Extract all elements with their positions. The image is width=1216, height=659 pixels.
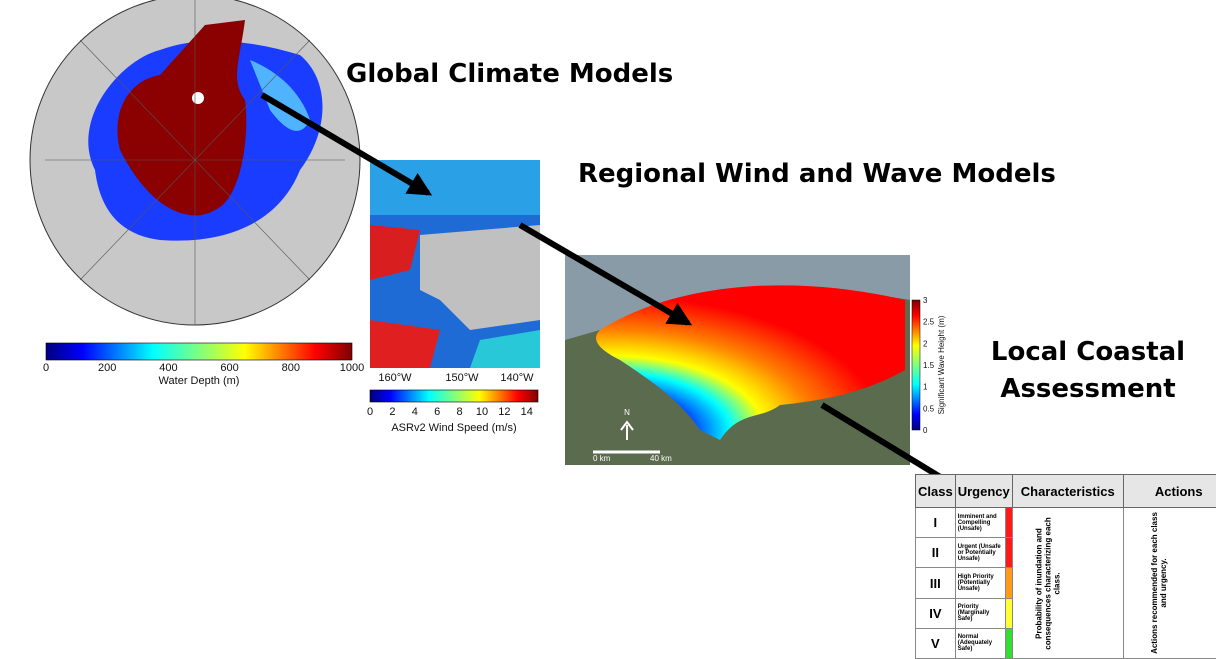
colorbar-tick-label: 400 bbox=[159, 362, 177, 374]
class-cell: II bbox=[915, 537, 956, 569]
urgency-swatch bbox=[1004, 537, 1013, 569]
colorbar-tick-label: 0 bbox=[43, 362, 49, 374]
characteristics-text: Probability of inundation and consequenc… bbox=[1034, 516, 1062, 650]
colorbar-tick-label: 14 bbox=[521, 406, 533, 418]
heading: Assessment bbox=[1000, 374, 1175, 404]
class-cell: V bbox=[915, 627, 956, 659]
characteristics-cell: Probability of inundation and consequenc… bbox=[1011, 507, 1124, 659]
colorbar-tick-label: 1 bbox=[923, 383, 928, 392]
urgency-cell: High Priority (Potentially Unsafe) bbox=[954, 567, 1006, 599]
table-row: V Normal (Adequately Safe) bbox=[915, 627, 1216, 659]
heading: Global Climate Models bbox=[346, 59, 673, 89]
urgency-cell: Priority (Marginally Safe) bbox=[954, 597, 1006, 629]
colorbar-tick-label: 10 bbox=[476, 406, 488, 418]
longitude-label: 150°W bbox=[445, 372, 479, 384]
class-cell: I bbox=[915, 507, 956, 539]
wind-colorbar bbox=[369, 389, 539, 403]
urgency-cell: Imminent and Compelling (Unsafe) bbox=[954, 507, 1006, 539]
actions-text: Actions recommended for each class and u… bbox=[1149, 512, 1168, 654]
colorbar-tick-label: 1.5 bbox=[923, 361, 935, 370]
depth-colorbar bbox=[45, 342, 353, 361]
longitude-label: 140°W bbox=[500, 372, 534, 384]
column-header: Class bbox=[915, 473, 956, 509]
table-row: I Imminent and Compelling (Unsafe) Probabi… bbox=[915, 507, 1216, 659]
heading: Local Coastal bbox=[991, 337, 1185, 367]
class-cell: IV bbox=[915, 597, 956, 629]
colorbar-tick-label: 2 bbox=[923, 339, 928, 348]
colorbar-tick-label: 200 bbox=[98, 362, 116, 374]
flow-arrow bbox=[518, 222, 693, 326]
colorbar-tick-label: 2 bbox=[389, 406, 395, 418]
table-row: IV Priority (Marginally Safe) bbox=[915, 597, 1216, 629]
colorbar-tick-label: 800 bbox=[282, 362, 300, 374]
table-row: III High Priority (Potentially Unsafe) bbox=[915, 567, 1216, 599]
colorbar-tick-label: 0 bbox=[367, 406, 373, 418]
urgency-cell: Urgent (Unsafe or Potentially Unsafe) bbox=[954, 537, 1006, 569]
column-header: Urgency bbox=[954, 473, 1013, 509]
wave-map bbox=[565, 255, 910, 465]
urgency-swatch bbox=[1004, 567, 1013, 599]
column-header: Actions bbox=[1122, 473, 1216, 509]
column-header: Characteristics bbox=[1011, 473, 1124, 509]
colorbar-tick-label: 4 bbox=[412, 406, 418, 418]
colorbar-tick-label: 6 bbox=[434, 406, 440, 418]
colorbar-label: Significant Wave Height (m) bbox=[937, 315, 946, 414]
urgency-swatch bbox=[1004, 597, 1013, 629]
colorbar-tick-label: 2.5 bbox=[923, 318, 935, 327]
scale-label: 0 km bbox=[593, 454, 611, 463]
colorbar-tick-label: 1000 bbox=[340, 362, 364, 374]
class-cell: III bbox=[915, 567, 956, 599]
colorbar-tick-label: 3 bbox=[923, 296, 928, 305]
scale-label: 40 km bbox=[650, 454, 672, 463]
colorbar-label: ASRv2 Wind Speed (m/s) bbox=[391, 422, 516, 434]
longitude-label: 160°W bbox=[378, 372, 412, 384]
arctic-globe bbox=[29, 0, 361, 326]
colorbar-label: Water Depth (m) bbox=[159, 375, 240, 387]
actions-cell: Actions recommended for each class and u… bbox=[1122, 507, 1216, 659]
colorbar-tick-label: 12 bbox=[498, 406, 510, 418]
heading: Regional Wind and Wave Models bbox=[578, 159, 1056, 189]
urgency-swatch bbox=[1004, 507, 1013, 539]
table-row: II Urgent (Unsafe or Potentially Unsafe) bbox=[915, 537, 1216, 569]
colorbar-tick-label: 0.5 bbox=[923, 404, 935, 413]
wave-colorbar bbox=[911, 299, 921, 431]
colorbar-tick-label: 8 bbox=[457, 406, 463, 418]
colorbar-tick-label: 0 bbox=[923, 426, 928, 435]
flow-arrow bbox=[260, 92, 433, 196]
colorbar-tick-label: 600 bbox=[220, 362, 238, 374]
urgency-swatch bbox=[1004, 627, 1013, 659]
urgency-cell: Normal (Adequately Safe) bbox=[954, 627, 1006, 659]
north-arrow-label: N bbox=[624, 408, 630, 417]
wind-map bbox=[370, 160, 540, 368]
